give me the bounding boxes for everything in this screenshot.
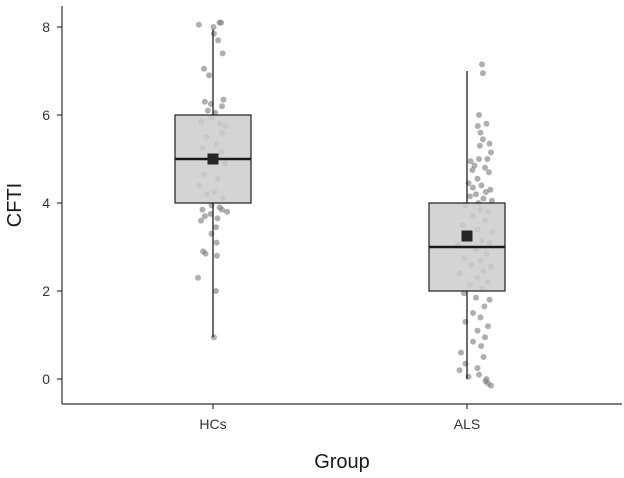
data-point-als: [476, 371, 482, 378]
data-point-als: [467, 193, 473, 200]
data-point-als: [470, 184, 476, 191]
data-point-als: [486, 140, 493, 147]
data-point-hcs: [199, 206, 206, 213]
data-point-als: [487, 186, 494, 193]
data-point-als: [478, 182, 485, 189]
data-point-als: [474, 175, 481, 182]
data-point-als: [483, 376, 490, 382]
data-point-als: [476, 142, 483, 149]
data-point-hcs: [210, 24, 217, 30]
data-point-hcs: [202, 250, 209, 257]
data-point-hcs: [206, 72, 213, 79]
data-point-als: [483, 120, 490, 127]
data-point-als: [480, 354, 487, 360]
data-point-als: [469, 167, 476, 173]
data-point-als: [470, 338, 476, 345]
data-point-als: [488, 382, 494, 389]
data-point-als: [488, 197, 495, 204]
y-tick-label: 0: [42, 371, 50, 387]
data-point-hcs: [213, 288, 219, 294]
data-point-hcs: [219, 206, 225, 213]
mean-marker-hcs: [207, 153, 219, 165]
data-point-als: [482, 334, 488, 341]
data-point-hcs: [201, 98, 208, 105]
data-point-als: [477, 314, 484, 321]
data-point-als: [461, 290, 467, 297]
mean-marker-als: [461, 230, 473, 242]
y-axis-title: CFTI: [4, 183, 26, 227]
data-point-als: [473, 294, 479, 301]
data-point-als: [476, 112, 482, 118]
y-tick-label: 2: [42, 283, 50, 299]
data-point-hcs: [215, 37, 222, 44]
data-point-hcs: [210, 30, 217, 37]
data-point-hcs: [218, 19, 225, 26]
data-point-hcs: [213, 252, 220, 259]
data-point-als: [473, 191, 479, 198]
data-point-hcs: [219, 50, 226, 57]
data-point-hcs: [213, 224, 219, 231]
x-tick-label-als: ALS: [454, 416, 480, 432]
ticks-layer: 0 2 4 6 8 HCs ALS: [42, 19, 480, 432]
data-point-als: [479, 136, 486, 143]
data-point-als: [479, 70, 486, 77]
y-tick-label: 4: [42, 195, 50, 211]
data-point-als: [482, 164, 488, 171]
x-axis-title: Group: [314, 451, 370, 473]
data-point-als: [484, 156, 491, 162]
data-point-als: [485, 169, 492, 176]
data-point-hcs: [204, 107, 211, 114]
data-point-als: [479, 61, 485, 68]
data-point-hcs: [207, 211, 214, 217]
data-point-als: [488, 149, 494, 156]
data-point-als: [470, 310, 476, 316]
data-point-als: [458, 349, 464, 356]
data-point-hcs: [219, 103, 225, 110]
data-point-hcs: [220, 96, 227, 103]
data-point-hcs: [195, 274, 201, 281]
data-point-als: [486, 296, 493, 303]
boxes-layer: [174, 29, 506, 379]
data-point-als: [485, 323, 491, 330]
x-tick-label-hcs: HCs: [199, 416, 226, 432]
data-point-hcs: [195, 21, 202, 28]
data-point-als: [474, 327, 481, 334]
data-point-als: [480, 195, 487, 202]
data-point-hcs: [198, 217, 204, 224]
y-tick-label: 6: [42, 107, 50, 123]
data-point-hcs: [214, 215, 221, 222]
data-point-als: [474, 123, 481, 129]
data-point-hcs: [224, 208, 231, 215]
data-point-als: [482, 189, 489, 195]
data-point-als: [467, 158, 474, 165]
data-point-als: [474, 365, 481, 371]
y-tick-label: 8: [42, 19, 50, 35]
data-point-hcs: [201, 65, 207, 72]
data-point-als: [477, 129, 484, 136]
data-point-als: [478, 343, 485, 349]
data-point-hcs: [201, 213, 208, 220]
data-point-hcs: [213, 239, 220, 246]
data-point-als: [456, 367, 463, 374]
data-point-als: [481, 303, 488, 310]
data-point-als: [476, 156, 482, 162]
data-point-hcs: [210, 334, 217, 341]
